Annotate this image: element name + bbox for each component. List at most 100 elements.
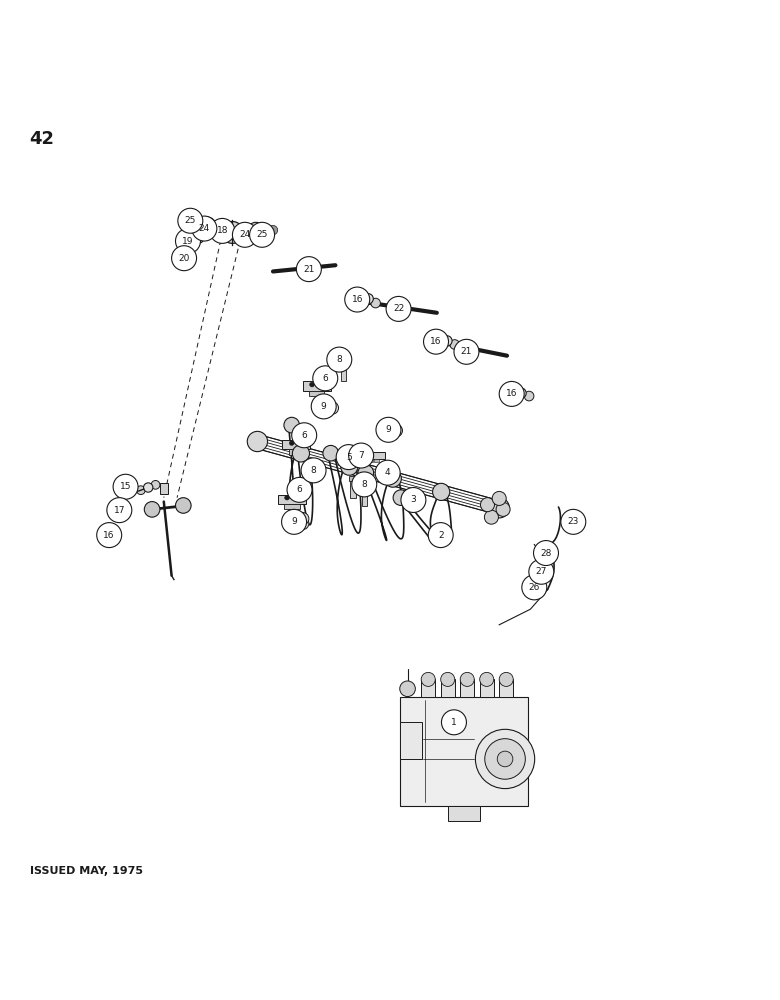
- Circle shape: [345, 287, 370, 312]
- Text: 19: 19: [183, 237, 193, 246]
- Text: 26: 26: [529, 583, 540, 592]
- Circle shape: [534, 563, 543, 573]
- Bar: [421, 679, 435, 697]
- Circle shape: [176, 229, 200, 254]
- Circle shape: [524, 391, 534, 401]
- Circle shape: [292, 423, 317, 448]
- Text: 6: 6: [301, 431, 307, 440]
- Circle shape: [352, 472, 377, 497]
- Text: 28: 28: [541, 549, 551, 558]
- Circle shape: [97, 523, 122, 548]
- Circle shape: [484, 510, 498, 524]
- Circle shape: [287, 477, 312, 502]
- Circle shape: [183, 211, 192, 220]
- Bar: [540, 548, 554, 557]
- Circle shape: [393, 490, 409, 505]
- Text: 8: 8: [361, 480, 367, 489]
- Circle shape: [197, 217, 216, 236]
- Circle shape: [341, 458, 358, 475]
- Bar: [368, 459, 373, 462]
- Circle shape: [358, 465, 374, 481]
- Circle shape: [441, 336, 452, 346]
- Circle shape: [247, 222, 264, 239]
- Circle shape: [294, 495, 299, 500]
- Circle shape: [311, 394, 336, 419]
- Circle shape: [529, 559, 554, 584]
- Text: 18: 18: [217, 226, 228, 235]
- Circle shape: [509, 385, 518, 395]
- Text: ISSUED MAY, 1975: ISSUED MAY, 1975: [30, 866, 143, 876]
- Text: 23: 23: [568, 517, 579, 526]
- Text: 9: 9: [321, 402, 327, 411]
- Circle shape: [441, 710, 466, 735]
- Circle shape: [296, 517, 309, 530]
- Text: 16: 16: [104, 531, 115, 540]
- Circle shape: [433, 483, 450, 500]
- Circle shape: [299, 441, 303, 445]
- Circle shape: [151, 480, 160, 489]
- Bar: [183, 253, 193, 259]
- Text: 3: 3: [410, 495, 417, 504]
- Bar: [529, 584, 541, 592]
- Text: 4: 4: [385, 468, 391, 477]
- Circle shape: [349, 443, 374, 468]
- Text: 7: 7: [358, 451, 364, 460]
- Circle shape: [401, 488, 426, 512]
- Circle shape: [385, 470, 402, 487]
- Circle shape: [480, 498, 495, 512]
- Text: 2: 2: [438, 531, 444, 540]
- Circle shape: [323, 445, 339, 461]
- Bar: [278, 495, 306, 504]
- Circle shape: [394, 428, 399, 433]
- Circle shape: [454, 339, 479, 364]
- Bar: [480, 679, 494, 697]
- Text: 27: 27: [536, 567, 547, 576]
- Circle shape: [530, 578, 540, 587]
- Circle shape: [399, 681, 415, 697]
- Bar: [339, 359, 348, 364]
- Bar: [362, 489, 367, 506]
- Text: 9: 9: [291, 517, 297, 526]
- Circle shape: [247, 431, 268, 452]
- Text: 16: 16: [506, 389, 517, 398]
- Circle shape: [484, 739, 525, 779]
- Bar: [349, 476, 357, 481]
- Text: 24: 24: [239, 230, 250, 239]
- Text: 8: 8: [310, 466, 317, 475]
- Circle shape: [172, 246, 197, 271]
- Circle shape: [327, 347, 352, 372]
- Circle shape: [561, 509, 586, 534]
- Bar: [282, 440, 310, 449]
- Bar: [441, 679, 455, 697]
- Circle shape: [326, 402, 339, 414]
- Circle shape: [285, 495, 289, 500]
- Text: 22: 22: [393, 304, 404, 313]
- Circle shape: [376, 417, 401, 442]
- Circle shape: [300, 521, 305, 526]
- Circle shape: [292, 445, 310, 462]
- Circle shape: [176, 498, 191, 513]
- Text: 25: 25: [257, 230, 268, 239]
- Text: 5: 5: [346, 453, 352, 462]
- Bar: [348, 452, 385, 459]
- Bar: [399, 722, 421, 759]
- Text: 6: 6: [296, 485, 303, 494]
- Circle shape: [181, 250, 193, 262]
- Circle shape: [498, 751, 512, 767]
- Circle shape: [289, 441, 294, 445]
- Text: 16: 16: [352, 295, 363, 304]
- Bar: [399, 697, 528, 806]
- Circle shape: [310, 382, 314, 387]
- Circle shape: [336, 445, 361, 470]
- Bar: [448, 806, 480, 821]
- Text: 21: 21: [303, 265, 314, 274]
- Circle shape: [192, 216, 217, 241]
- Text: 25: 25: [185, 216, 196, 225]
- Circle shape: [492, 491, 506, 505]
- Bar: [309, 391, 324, 396]
- Text: 21: 21: [461, 347, 472, 356]
- Bar: [532, 569, 544, 577]
- Circle shape: [356, 290, 366, 299]
- Circle shape: [136, 486, 145, 495]
- Circle shape: [370, 298, 381, 308]
